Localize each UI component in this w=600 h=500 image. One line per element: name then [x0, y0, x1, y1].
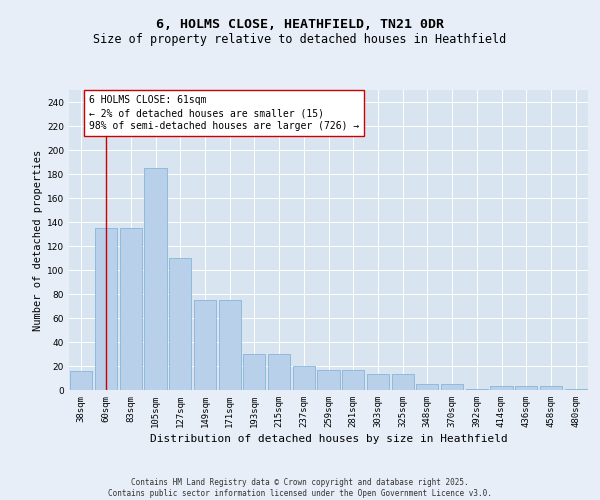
Bar	[243, 354, 265, 390]
X-axis label: Distribution of detached houses by size in Heathfield: Distribution of detached houses by size …	[149, 434, 508, 444]
Bar	[565, 389, 587, 390]
Bar	[466, 389, 488, 390]
Text: 6 HOLMS CLOSE: 61sqm
← 2% of detached houses are smaller (15)
98% of semi-detach: 6 HOLMS CLOSE: 61sqm ← 2% of detached ho…	[89, 95, 359, 131]
Bar	[218, 300, 241, 390]
Bar	[317, 370, 340, 390]
Bar	[194, 300, 216, 390]
Bar	[268, 354, 290, 390]
Bar	[293, 366, 315, 390]
Text: Size of property relative to detached houses in Heathfield: Size of property relative to detached ho…	[94, 32, 506, 46]
Bar	[95, 228, 117, 390]
Bar	[540, 386, 562, 390]
Bar	[342, 370, 364, 390]
Bar	[169, 258, 191, 390]
Bar	[367, 374, 389, 390]
Text: Contains HM Land Registry data © Crown copyright and database right 2025.
Contai: Contains HM Land Registry data © Crown c…	[108, 478, 492, 498]
Bar	[515, 386, 538, 390]
Bar	[441, 384, 463, 390]
Text: 6, HOLMS CLOSE, HEATHFIELD, TN21 0DR: 6, HOLMS CLOSE, HEATHFIELD, TN21 0DR	[156, 18, 444, 30]
Bar	[145, 168, 167, 390]
Bar	[490, 386, 512, 390]
Y-axis label: Number of detached properties: Number of detached properties	[33, 150, 43, 330]
Bar	[70, 371, 92, 390]
Bar	[119, 228, 142, 390]
Bar	[392, 374, 414, 390]
Bar	[416, 384, 439, 390]
